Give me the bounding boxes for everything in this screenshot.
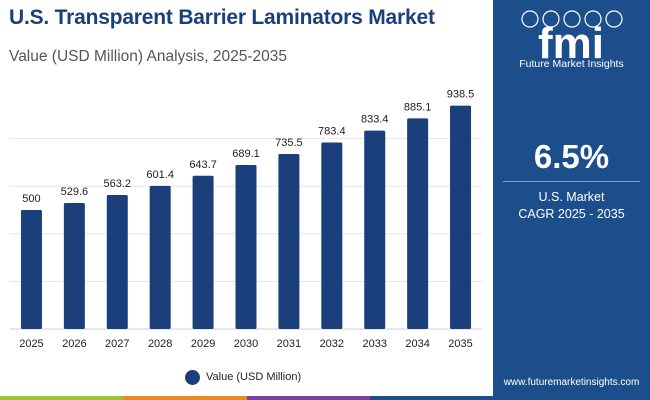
value-label-2025: 500 [22, 193, 40, 205]
bottom-bar-segment [246, 396, 370, 400]
cagr-value: 6.5% [533, 138, 610, 175]
value-label-2027: 563.2 [104, 178, 132, 190]
x-tick-label-2030: 2030 [234, 338, 258, 350]
bar-2026 [63, 202, 85, 329]
bar-2033 [364, 130, 386, 329]
x-tick-label-2029: 2029 [191, 338, 215, 350]
bottom-bar-segment [369, 396, 493, 400]
bar-2035 [450, 105, 472, 330]
value-label-2029: 643.7 [189, 159, 217, 171]
chart-legend: Value (USD Million) [185, 369, 301, 385]
bottom-color-bar [0, 396, 493, 400]
value-label-2026: 529.6 [61, 186, 89, 198]
value-label-2031: 735.5 [275, 137, 303, 149]
value-label-2033: 833.4 [361, 114, 389, 126]
bar-2027 [106, 194, 128, 329]
cagr-label-period: CAGR 2025 - 2035 [518, 207, 625, 221]
bar-2034 [407, 118, 429, 330]
x-tick-label-2034: 2034 [405, 338, 429, 350]
x-tick-label-2032: 2032 [320, 338, 344, 350]
cagr-label-market: U.S. Market [538, 190, 605, 204]
x-tick-label-2028: 2028 [148, 338, 172, 350]
x-tick-label-2026: 2026 [62, 338, 86, 350]
value-labels: 500 529.6 563.2 601.4 643.7 689.1 735.5 783.4 83… [22, 89, 474, 205]
legend-marker [185, 369, 200, 385]
fmi-logo-text: fmi [538, 19, 604, 68]
bar-2031 [278, 153, 300, 329]
bar-2025 [20, 210, 42, 329]
value-label-2032: 783.4 [318, 126, 346, 138]
x-tick-label-2027: 2027 [105, 338, 129, 350]
chart-bars [20, 105, 472, 330]
bar-2029 [192, 175, 214, 329]
bar-2028 [149, 185, 171, 329]
fmi-logo: fmi [521, 10, 623, 68]
bar-2032 [321, 142, 343, 329]
bar-2030 [235, 164, 257, 329]
value-label-2030: 689.1 [232, 148, 260, 160]
x-tick-label-2025: 2025 [19, 338, 43, 350]
x-tick-label-2033: 2033 [362, 338, 386, 350]
value-label-2028: 601.4 [146, 169, 174, 181]
side-panel: fmi Future Market Insights 6.5% U.S. Mar… [493, 0, 650, 400]
panel-divider [503, 181, 640, 182]
value-label-2035: 938.5 [447, 89, 475, 101]
chart-subtitle: Value (USD Million) Analysis, 2025-2035 [9, 48, 287, 65]
bottom-bar-segment [123, 396, 247, 400]
bottom-bar-segment [0, 396, 124, 400]
x-tick-label-2035: 2035 [448, 338, 472, 350]
x-axis-labels: 2025 2026 2027 2028 2029 2030 2031 2032 2033 2034… [19, 338, 473, 350]
x-tick-label-2031: 2031 [277, 338, 301, 350]
legend-label: Value (USD Million) [206, 371, 302, 383]
chart-title: U.S. Transparent Barrier Laminators Mark… [9, 6, 435, 29]
brand-name: Future Market Insights [519, 58, 624, 70]
bar-chart: 500 529.6 563.2 601.4 643.7 689.1 735.5 783.4 83… [10, 89, 482, 350]
website-url[interactable]: www.futuremarketinsights.com [503, 377, 640, 388]
value-label-2034: 885.1 [404, 101, 432, 113]
